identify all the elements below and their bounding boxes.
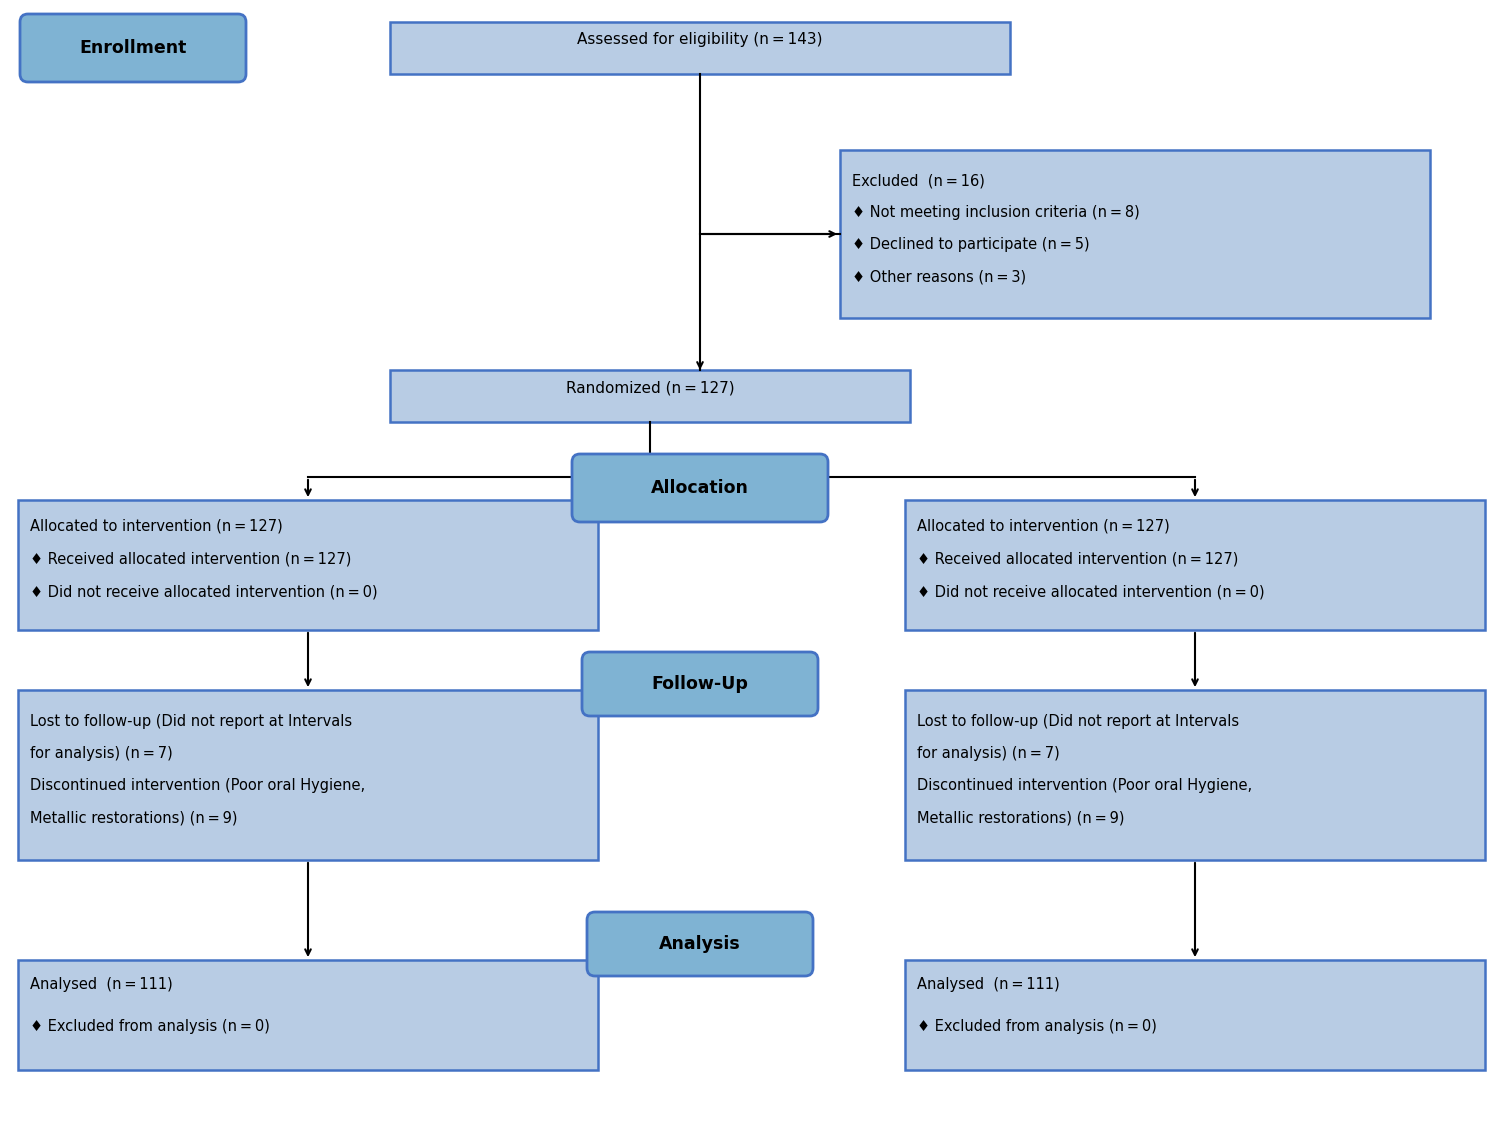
Text: Metallic restorations) (n = 9): Metallic restorations) (n = 9) (916, 810, 1125, 825)
Text: Randomized (n = 127): Randomized (n = 127) (566, 380, 735, 396)
Text: ♦ Other reasons (n = 3): ♦ Other reasons (n = 3) (852, 269, 1026, 284)
FancyBboxPatch shape (20, 13, 246, 82)
FancyBboxPatch shape (904, 960, 1485, 1070)
Text: ♦ Excluded from analysis (n = 0): ♦ Excluded from analysis (n = 0) (916, 1019, 1156, 1034)
FancyBboxPatch shape (904, 500, 1485, 629)
Text: Analysis: Analysis (658, 935, 741, 953)
FancyBboxPatch shape (904, 690, 1485, 860)
Text: Allocated to intervention (n = 127): Allocated to intervention (n = 127) (30, 519, 282, 534)
Text: for analysis) (n = 7): for analysis) (n = 7) (916, 746, 1059, 761)
Text: ♦ Not meeting inclusion criteria (n = 8): ♦ Not meeting inclusion criteria (n = 8) (852, 206, 1140, 220)
Text: Discontinued intervention (Poor oral Hygiene,: Discontinued intervention (Poor oral Hyg… (30, 778, 364, 794)
Text: for analysis) (n = 7): for analysis) (n = 7) (30, 746, 172, 761)
Text: ♦ Did not receive allocated intervention (n = 0): ♦ Did not receive allocated intervention… (30, 584, 378, 600)
FancyBboxPatch shape (840, 149, 1430, 318)
Text: Lost to follow-up (Did not report at Intervals: Lost to follow-up (Did not report at Int… (30, 714, 352, 728)
Text: Enrollment: Enrollment (80, 39, 186, 57)
FancyBboxPatch shape (390, 370, 910, 422)
Text: ♦ Excluded from analysis (n = 0): ♦ Excluded from analysis (n = 0) (30, 1019, 270, 1034)
FancyBboxPatch shape (18, 960, 598, 1070)
Text: Allocation: Allocation (651, 479, 748, 497)
Text: Analysed  (n = 111): Analysed (n = 111) (30, 978, 172, 992)
FancyBboxPatch shape (586, 912, 813, 976)
Text: Allocated to intervention (n = 127): Allocated to intervention (n = 127) (916, 519, 1170, 534)
FancyBboxPatch shape (18, 500, 598, 629)
FancyBboxPatch shape (18, 690, 598, 860)
Text: Lost to follow-up (Did not report at Intervals: Lost to follow-up (Did not report at Int… (916, 714, 1239, 728)
FancyBboxPatch shape (582, 652, 818, 716)
Text: Metallic restorations) (n = 9): Metallic restorations) (n = 9) (30, 810, 237, 825)
Text: ♦ Received allocated intervention (n = 127): ♦ Received allocated intervention (n = 1… (30, 552, 351, 566)
Text: Excluded  (n = 16): Excluded (n = 16) (852, 173, 986, 189)
Text: ♦ Received allocated intervention (n = 127): ♦ Received allocated intervention (n = 1… (916, 552, 1239, 566)
Text: Discontinued intervention (Poor oral Hygiene,: Discontinued intervention (Poor oral Hyg… (916, 778, 1252, 794)
Text: Analysed  (n = 111): Analysed (n = 111) (916, 978, 1059, 992)
Text: ♦ Declined to participate (n = 5): ♦ Declined to participate (n = 5) (852, 237, 1089, 252)
FancyBboxPatch shape (572, 454, 828, 522)
Text: ♦ Did not receive allocated intervention (n = 0): ♦ Did not receive allocated intervention… (916, 584, 1264, 600)
FancyBboxPatch shape (390, 22, 1010, 74)
Text: Assessed for eligibility (n = 143): Assessed for eligibility (n = 143) (578, 33, 822, 47)
Text: Follow-Up: Follow-Up (651, 676, 748, 694)
